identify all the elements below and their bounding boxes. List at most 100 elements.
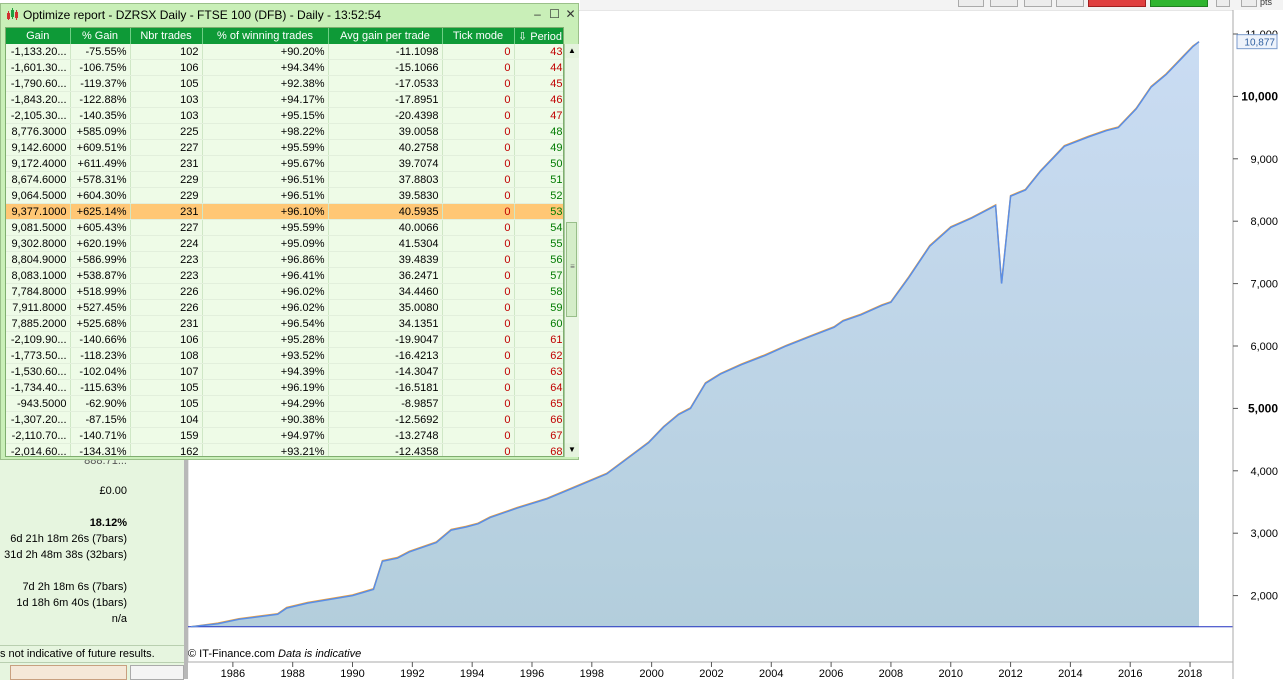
column-header-pct-winning[interactable]: % of winning trades [202,28,329,44]
column-header-gain[interactable]: Gain [6,28,71,44]
cell-nbr-trades: 105 [130,379,203,396]
table-row[interactable]: 8,804.9000 +586.99% 223 +96.86% 39.4839 0 56 [6,251,563,268]
toolbar-checkbox[interactable] [1216,0,1230,7]
table-row[interactable]: -1,530.60... -102.04% 107 +94.39% -14.3047 0 6… [6,363,563,380]
scroll-down-arrow[interactable]: ▼ [565,443,579,457]
panel-splitter[interactable] [184,455,188,679]
cell-period: 49 [514,139,563,156]
toolbar-button[interactable] [1024,0,1052,7]
cell-period: 47 [514,107,563,124]
cell-pct-winning: +96.51% [202,171,329,188]
table-row[interactable]: 7,911.8000 +527.45% 226 +96.02% 35.0080 0 59 [6,299,563,316]
minimize-button[interactable]: – [534,7,541,21]
cell-nbr-trades: 231 [130,315,203,332]
toolbar-button[interactable] [990,0,1018,7]
buy-button[interactable] [1150,0,1208,7]
x-tick-label: 2008 [879,668,903,679]
table-row[interactable]: -2,110.70... -140.71% 159 +94.97% -13.2748 0 6… [6,427,563,444]
y-tick-label: 3,000 [1250,528,1278,540]
cell-nbr-trades: 227 [130,139,203,156]
close-button[interactable]: ✕ [565,7,576,21]
cell-pct-gain: -62.90% [70,395,131,412]
table-row[interactable]: 9,142.6000 +609.51% 227 +95.59% 40.2758 0 49 [6,139,563,156]
unit-label: pts [1260,0,1273,7]
cell-tick-mode: 0 [442,219,515,236]
cell-tick-mode: 0 [442,59,515,76]
table-row[interactable]: 7,784.8000 +518.99% 226 +96.02% 34.4460 0 58 [6,283,563,300]
column-header-pct-gain[interactable]: % Gain [70,28,131,44]
scroll-thumb[interactable]: ≡ [566,222,577,317]
y-tick-label: 6,000 [1250,341,1278,353]
toolbar-button[interactable] [958,0,984,7]
cell-tick-mode: 0 [442,155,515,172]
cell-gain: -2,105.30... [6,107,71,124]
scroll-up-arrow[interactable]: ▲ [565,44,579,58]
last-price-label: 10,877 [1244,38,1275,49]
column-header-tick-mode[interactable]: Tick mode [442,28,515,44]
cell-avg-gain: 40.0066 [328,219,443,236]
cell-period: 60 [514,315,563,332]
cell-pct-winning: +96.10% [202,203,329,220]
table-row[interactable]: -1,790.60... -119.37% 105 +92.38% -17.0533 0 4… [6,75,563,92]
cell-avg-gain: 39.0058 [328,123,443,140]
cell-pct-winning: +96.86% [202,251,329,268]
toolbar-button[interactable] [1056,0,1084,7]
results-grid[interactable]: Gain% Gain Nbr trades% of winning trades A… [5,27,564,457]
cell-period: 48 [514,123,563,140]
table-row[interactable]: -1,773.50... -118.23% 108 +93.52% -16.4213 0 6… [6,347,563,364]
column-header-avg-gain[interactable]: Avg gain per trade [328,28,443,44]
table-row[interactable]: 9,172.4000 +611.49% 231 +95.67% 39.7074 0 50 [6,155,563,172]
cell-avg-gain: -13.2748 [328,427,443,444]
stat-cash: £0.00 [99,485,127,497]
cell-pct-gain: -140.35% [70,107,131,124]
cell-pct-winning: +96.51% [202,187,329,204]
table-row[interactable]: -1,843.20... -122.88% 103 +94.17% -17.8951 0 4… [6,91,563,108]
table-row[interactable]: 8,776.3000 +585.09% 225 +98.22% 39.0058 0 48 [6,123,563,140]
table-row[interactable]: -1,307.20... -87.15% 104 +90.38% -12.5692 0 66 [6,411,563,428]
cell-nbr-trades: 105 [130,395,203,412]
table-row[interactable]: 7,885.2000 +525.68% 231 +96.54% 34.1351 0 60 [6,315,563,332]
cell-pct-winning: +94.17% [202,91,329,108]
cell-period: 51 [514,171,563,188]
table-row[interactable]: -2,109.90... -140.66% 106 +95.28% -19.9047 0 6… [6,331,563,348]
x-tick-label: 1998 [580,668,604,679]
table-row[interactable]: -2,014.60... -134.31% 162 +93.21% -12.4358 0 6… [6,443,563,456]
table-row[interactable]: 8,083.1000 +538.87% 223 +96.41% 36.2471 0 57 [6,267,563,284]
table-row[interactable]: 9,302.8000 +620.19% 224 +95.09% 41.5304 0 55 [6,235,563,252]
chart-app-icon [7,8,18,20]
cell-avg-gain: -11.1098 [328,44,443,60]
table-row[interactable]: -943.5000 -62.90% 105 +94.29% -8.9857 0 65 [6,395,563,412]
x-tick-label: 2012 [998,668,1022,679]
bottom-widget[interactable] [10,665,127,680]
cell-gain: 8,804.9000 [6,251,71,268]
cell-nbr-trades: 229 [130,171,203,188]
window-title: Optimize report - DZRSX Daily - FTSE 100… [23,8,382,22]
table-row[interactable]: 9,064.5000 +604.30% 229 +96.51% 39.5830 0 52 [6,187,563,204]
maximize-button[interactable]: ☐ [549,7,560,21]
quantity-field[interactable] [1241,0,1257,7]
table-row[interactable]: 9,081.5000 +605.43% 227 +95.59% 40.0066 0 54 [6,219,563,236]
bottom-field[interactable] [130,665,184,680]
sell-button[interactable] [1088,0,1146,7]
cell-period: 50 [514,155,563,172]
cell-nbr-trades: 231 [130,155,203,172]
table-row[interactable]: -1,133.20... -75.55% 102 +90.20% -11.1098 0 43 [6,44,563,60]
column-header-period[interactable]: ⇩ Period [514,28,563,44]
column-header-nbr-trades[interactable]: Nbr trades [130,28,203,44]
cell-gain: 8,674.6000 [6,171,71,188]
table-row[interactable]: -2,105.30... -140.35% 103 +95.15% -20.4398 0 4… [6,107,563,124]
table-row[interactable]: -1,734.40... -115.63% 105 +96.19% -16.5181 0 6… [6,379,563,396]
results-scrollbar[interactable]: ▲ ≡ ▼ [564,44,579,457]
table-row[interactable]: -1,601.30... -106.75% 106 +94.34% -15.1066 0 4… [6,59,563,76]
cell-pct-winning: +94.39% [202,363,329,380]
table-row[interactable]: 8,674.6000 +578.31% 229 +96.51% 37.8803 0 51 [6,171,563,188]
series-line-blue [190,41,1200,628]
table-row[interactable]: 9,377.1000 +625.14% 231 +96.10% 40.5935 0 53 [6,203,563,220]
stat-na: n/a [111,613,127,625]
cell-pct-winning: +95.67% [202,155,329,172]
cell-period: 56 [514,251,563,268]
cell-tick-mode: 0 [442,443,515,456]
window-titlebar[interactable]: Optimize report - DZRSX Daily - FTSE 100… [1,4,578,26]
stat-percent: 18.12% [89,517,127,529]
cell-period: 57 [514,267,563,284]
